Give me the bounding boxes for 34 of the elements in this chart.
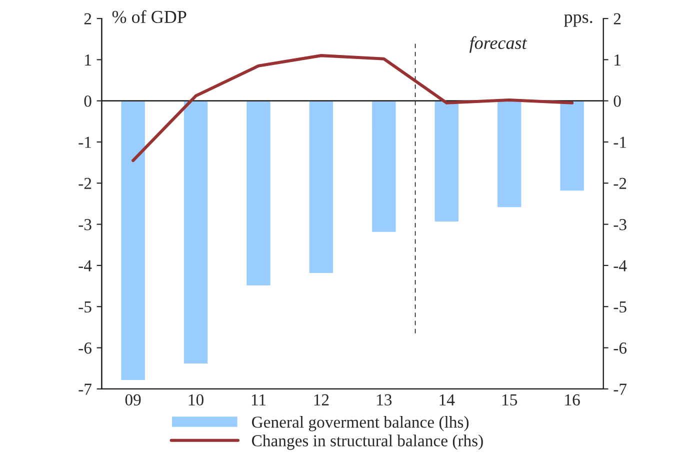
x-tick-label: 09 xyxy=(125,394,141,406)
y-tick-label: -3 xyxy=(78,219,92,230)
y-axis-title: % of GDP xyxy=(112,10,186,24)
y2-tick-label: -5 xyxy=(614,301,626,313)
line-series xyxy=(132,54,574,162)
y2-tick-label: -3 xyxy=(614,219,626,230)
y-tick-label: -5 xyxy=(78,301,92,313)
x-tick-label: 10 xyxy=(188,394,204,406)
legend-label: Changes in structural balance (rhs) xyxy=(252,434,483,450)
y-tick-label: 1 xyxy=(85,54,91,66)
x-tick-label: 13 xyxy=(377,394,392,406)
legend-label: General goverment balance (lhs) xyxy=(252,416,469,432)
x-tick-label: 14 xyxy=(440,394,455,406)
y2-tick-label: 1 xyxy=(614,54,620,66)
annotation: forecast xyxy=(470,36,528,53)
x-tick-label: 12 xyxy=(314,394,329,406)
y-tick-label: -4 xyxy=(78,260,92,272)
y-tick-label: 2 xyxy=(84,13,92,24)
y2-tick-label: -4 xyxy=(614,260,627,272)
y-tick-label: -2 xyxy=(78,178,92,189)
y2-axis-title: pps. xyxy=(564,14,592,27)
y-tick-label: -7 xyxy=(78,384,92,395)
y2-tick-label: -7 xyxy=(614,384,627,395)
y-tick-label: -6 xyxy=(78,342,92,354)
y-tick-label: 0 xyxy=(84,96,92,107)
x-tick-label: 11 xyxy=(252,394,266,406)
y2-tick-label: -1 xyxy=(614,136,626,148)
y2-tick-label: 2 xyxy=(614,13,621,24)
y2-tick-label: 0 xyxy=(614,96,621,107)
y2-tick-label: -6 xyxy=(614,342,627,354)
x-tick-label: 15 xyxy=(502,394,518,406)
y2-tick-label: -2 xyxy=(614,178,626,189)
y-tick-label: -1 xyxy=(78,136,91,148)
x-tick-label: 16 xyxy=(565,394,580,406)
